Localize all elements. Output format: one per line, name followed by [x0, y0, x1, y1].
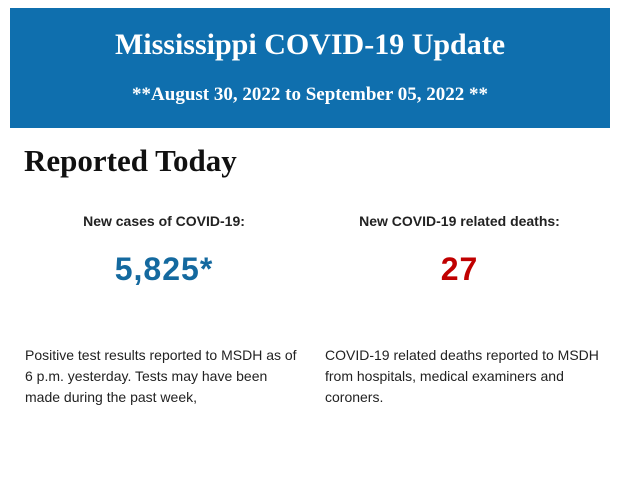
new-cases-label: New cases of COVID-19:	[83, 213, 245, 229]
banner-title: Mississippi COVID-19 Update	[114, 28, 506, 61]
new-cases-value: 5,825*	[114, 251, 214, 287]
new-deaths-value: 27	[440, 251, 479, 287]
header-banner: Mississippi COVID-19 Update **August 30,…	[10, 8, 610, 128]
banner-date-range: **August 30, 2022 to September 05, 2022 …	[132, 84, 488, 105]
section-heading: Reported Today	[24, 143, 237, 178]
new-cases-description: Positive test results reported to MSDH a…	[25, 347, 297, 405]
new-deaths-label: New COVID-19 related deaths:	[359, 213, 560, 229]
new-deaths-description: COVID-19 related deaths reported to MSDH…	[325, 347, 599, 405]
